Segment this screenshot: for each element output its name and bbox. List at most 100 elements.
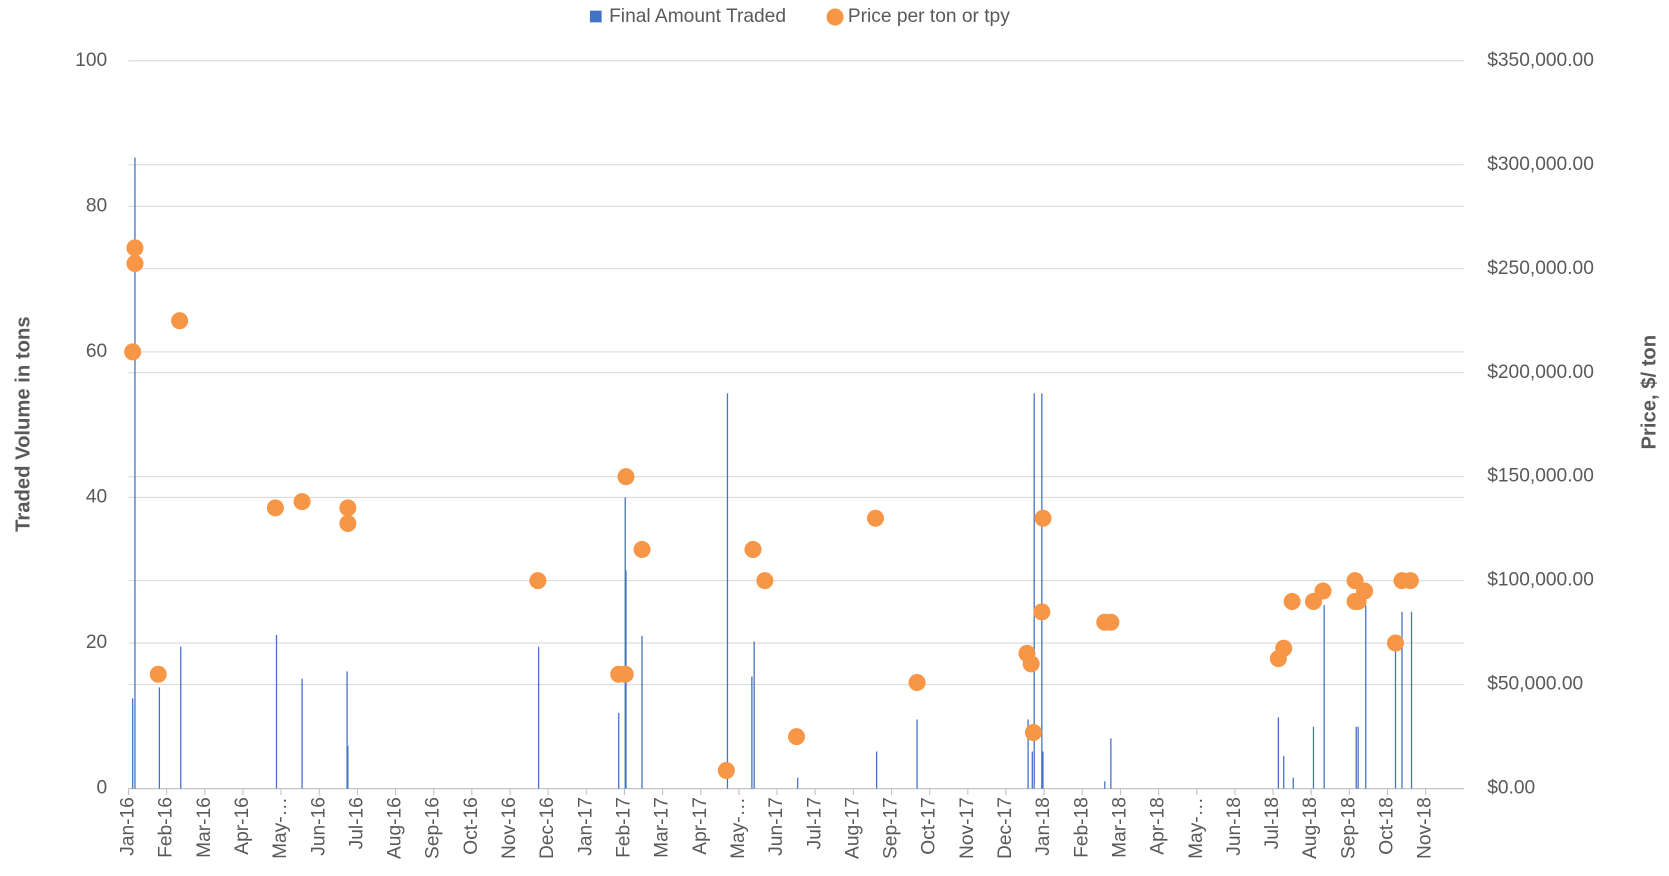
- y2-tick-label: $0.00: [1487, 778, 1535, 799]
- legend-swatch: [826, 8, 844, 26]
- x-tick-label: Mar-18: [1109, 797, 1130, 858]
- point: [149, 665, 167, 683]
- point: [126, 254, 144, 273]
- point: [266, 499, 284, 517]
- x-tick-label: Aug-18: [1300, 797, 1321, 859]
- point: [756, 572, 774, 590]
- y-tick-label: 40: [86, 487, 107, 508]
- x-tick-label: May-…: [728, 797, 749, 859]
- bar: [797, 777, 799, 789]
- x-tick-label: Feb-18: [1071, 797, 1092, 858]
- point: [1022, 655, 1040, 673]
- x-tick-label: Sep-16: [423, 797, 444, 859]
- bar: [134, 157, 136, 789]
- x-tick-label: Apr-16: [232, 797, 253, 855]
- bar: [158, 687, 161, 789]
- bar: [1312, 726, 1315, 789]
- bar: [1283, 755, 1285, 789]
- point: [633, 540, 651, 558]
- bar: [624, 497, 626, 789]
- point: [171, 312, 189, 330]
- x-tick-label: Aug-16: [385, 797, 406, 859]
- point: [1386, 634, 1405, 652]
- point: [124, 343, 142, 361]
- point: [1401, 572, 1419, 590]
- bar: [1323, 605, 1325, 789]
- x-tick-label: Oct-16: [461, 797, 482, 855]
- point: [908, 674, 926, 692]
- bar: [537, 646, 540, 789]
- bar: [347, 745, 349, 789]
- x-tick-label: Jul-18: [1262, 797, 1283, 849]
- bar: [1394, 648, 1397, 789]
- x-tick-label: Sep-17: [881, 797, 902, 859]
- x-tick-label: Oct-17: [919, 797, 940, 855]
- point: [339, 514, 357, 532]
- bar: [1410, 611, 1413, 789]
- point: [616, 665, 634, 683]
- x-tick-label: Feb-17: [614, 797, 635, 858]
- y-tick-label: 0: [96, 778, 107, 799]
- bar: [1292, 777, 1294, 789]
- x-tick-label: Mar-16: [194, 797, 215, 858]
- bar: [1041, 393, 1043, 789]
- bar: [1031, 751, 1033, 789]
- y-tick-label: 100: [75, 50, 107, 71]
- x-tick-label: Jun-18: [1224, 797, 1245, 856]
- point: [1314, 582, 1332, 600]
- x-tick-label: Aug-17: [842, 797, 863, 859]
- y2-tick-label: $150,000.00: [1487, 466, 1594, 487]
- bar: [180, 646, 182, 789]
- point: [1033, 603, 1051, 621]
- y2-tick-label: $350,000.00: [1487, 50, 1594, 71]
- x-tick-label: Jun-16: [308, 797, 329, 856]
- legend-label: Final Amount Traded: [609, 6, 786, 27]
- bar: [1357, 726, 1359, 789]
- y2-tick-label: $250,000.00: [1487, 258, 1594, 279]
- point: [293, 493, 311, 511]
- bar: [1401, 611, 1403, 789]
- point: [717, 761, 735, 780]
- bar: [751, 676, 753, 789]
- x-tick-label: Oct-18: [1377, 797, 1398, 855]
- bar: [1027, 719, 1029, 789]
- bar: [1277, 717, 1280, 789]
- x-tick-label: Mar-17: [652, 797, 673, 858]
- bar: [1042, 751, 1044, 789]
- point: [744, 540, 762, 558]
- bar: [1104, 781, 1106, 789]
- point: [1356, 582, 1374, 600]
- y-axis-title: Traded Volume in tons: [12, 316, 34, 531]
- x-tick-label: Dec-16: [537, 797, 558, 859]
- bar: [1110, 738, 1112, 789]
- x-tick-label: Jul-16: [346, 797, 367, 849]
- bar: [875, 751, 878, 789]
- x-tick-label: Nov-18: [1415, 797, 1436, 859]
- point: [126, 239, 144, 257]
- point: [1034, 509, 1052, 527]
- y2-axis-title: Price, $/ ton: [1639, 335, 1661, 450]
- x-tick-label: Jul-17: [804, 797, 825, 849]
- y-tick-label: 20: [86, 632, 107, 653]
- bar: [275, 635, 278, 789]
- bar: [1033, 393, 1035, 789]
- bar: [726, 393, 729, 789]
- point: [1024, 723, 1042, 741]
- x-tick-label: Apr-17: [690, 797, 711, 855]
- x-tick-label: Feb-16: [156, 797, 177, 858]
- x-tick-label: Jun-17: [766, 797, 787, 856]
- bar: [1355, 726, 1357, 789]
- x-tick-label: Jan-16: [118, 797, 139, 856]
- point: [866, 509, 885, 527]
- x-tick-label: Apr-18: [1148, 797, 1169, 855]
- x-tick-label: Nov-16: [499, 797, 520, 859]
- point: [787, 728, 806, 746]
- legend-label: Price per ton or tpy: [848, 6, 1010, 27]
- bar: [641, 635, 643, 789]
- x-tick-label: May-…: [1186, 797, 1207, 859]
- x-tick-label: May-…: [270, 797, 291, 859]
- bar: [1365, 605, 1367, 789]
- y2-tick-label: $300,000.00: [1487, 154, 1594, 175]
- bar: [346, 671, 348, 789]
